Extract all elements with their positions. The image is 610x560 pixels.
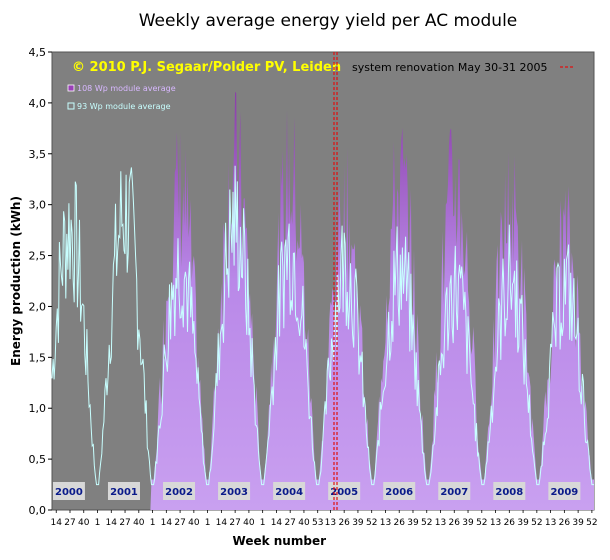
x-axis: 14 27 40 1 14 27 40 1 14 27 40 1 14 27 40 1 14 27 40 53 13 26… [51,510,598,528]
x-tick-label: 52 [586,518,597,528]
series-108wp-area [52,91,594,511]
year-labels: 2000 2001 2002 2003 2004 2005 2006 2007 2008 2009 [52,482,581,500]
y-tick-label: 1,5 [29,351,47,364]
legend-swatch-93wp [67,102,75,110]
x-tick-label: 13 [325,518,336,528]
chart-title: Weekly average energy yield per AC modul… [139,11,518,31]
legend: 108 Wp module average 93 Wp module avera… [67,84,176,111]
x-tick-label: 53 [312,518,323,528]
x-tick-label: 1 [205,518,211,528]
x-tick-label: 27 [119,518,130,528]
x-tick-label: 40 [78,518,90,528]
year-label: 2005 [330,487,358,498]
y-tick-label: 2,5 [29,250,47,263]
year-label: 2003 [220,487,248,498]
year-label: 2008 [495,487,523,498]
x-tick-label: 52 [531,518,542,528]
x-tick-label: 39 [517,518,529,528]
x-tick-label: 13 [435,518,446,528]
year-label: 2002 [165,487,193,498]
year-label: 2001 [110,487,138,498]
x-axis-label: Week number [233,534,327,548]
x-tick-label: 27 [174,518,185,528]
x-tick-label: 40 [188,518,200,528]
x-tick-label: 27 [229,518,240,528]
x-tick-label: 13 [545,518,556,528]
year-label: 2004 [275,487,303,498]
legend-label-93wp: 93 Wp module average [77,102,171,111]
x-tick-label: 1 [260,518,266,528]
year-label: 2007 [440,487,468,498]
x-tick-label: 39 [352,518,364,528]
renovation-annotation: system renovation May 30-31 2005 [352,61,548,74]
x-tick-label: 52 [366,518,377,528]
y-axis: 0,0 0,5 1,0 1,5 2,0 2,5 3,0 3,5 4,0 4,5 [29,46,52,517]
x-tick-label: 26 [393,518,405,528]
x-tick-label: 52 [476,518,487,528]
x-tick-label: 13 [490,518,501,528]
y-axis-label: Energy production (kWh) [9,196,23,366]
y-tick-label: 4,5 [29,46,47,59]
year-label-box [383,482,416,500]
x-tick-label: 26 [338,518,350,528]
x-tick-label: 39 [572,518,584,528]
legend-swatch-108wp [67,84,75,92]
x-tick-label: 14 [271,518,283,528]
x-tick-label: 27 [284,518,295,528]
y-tick-label: 0,0 [29,504,47,517]
x-tick-label: 1 [150,518,156,528]
x-tick-label: 26 [504,518,516,528]
copyright-notice: © 2010 P.J. Segaar/Polder PV, Leiden [72,60,341,75]
year-label-box [107,482,140,500]
x-tick-label: 27 [64,518,75,528]
y-tick-label: 2,0 [29,300,47,313]
x-tick-label: 14 [51,518,63,528]
x-tick-label: 40 [133,518,145,528]
year-label-box [52,482,85,500]
x-tick-label: 14 [161,518,173,528]
year-label-box [273,482,306,500]
x-tick-label: 1 [95,518,101,528]
year-label-box [163,482,196,500]
x-tick-label: 40 [298,518,310,528]
x-tick-label: 40 [243,518,255,528]
series-layer [51,91,594,511]
year-label-box [328,482,361,500]
x-tick-label: 39 [462,518,474,528]
y-tick-label: 0,5 [29,453,47,466]
x-tick-label: 52 [421,518,432,528]
legend-label-108wp: 108 Wp module average [77,84,176,93]
year-label-box [438,482,471,500]
y-tick-label: 4,0 [29,97,47,110]
y-tick-label: 1,0 [29,402,47,415]
year-label: 2009 [550,487,578,498]
year-label: 2006 [385,487,413,498]
y-tick-label: 3,0 [29,199,47,212]
x-tick-label: 13 [380,518,391,528]
y-tick-label: 3,5 [29,148,47,161]
year-label-box [493,482,526,500]
x-tick-label: 14 [216,518,228,528]
x-tick-label: 26 [559,518,571,528]
x-tick-label: 39 [407,518,419,528]
year-label-box [218,482,251,500]
series-93wp-line [51,165,594,486]
year-label: 2000 [55,487,83,498]
year-label-box [548,482,581,500]
x-tick-label: 14 [106,518,118,528]
x-tick-label: 26 [449,518,461,528]
